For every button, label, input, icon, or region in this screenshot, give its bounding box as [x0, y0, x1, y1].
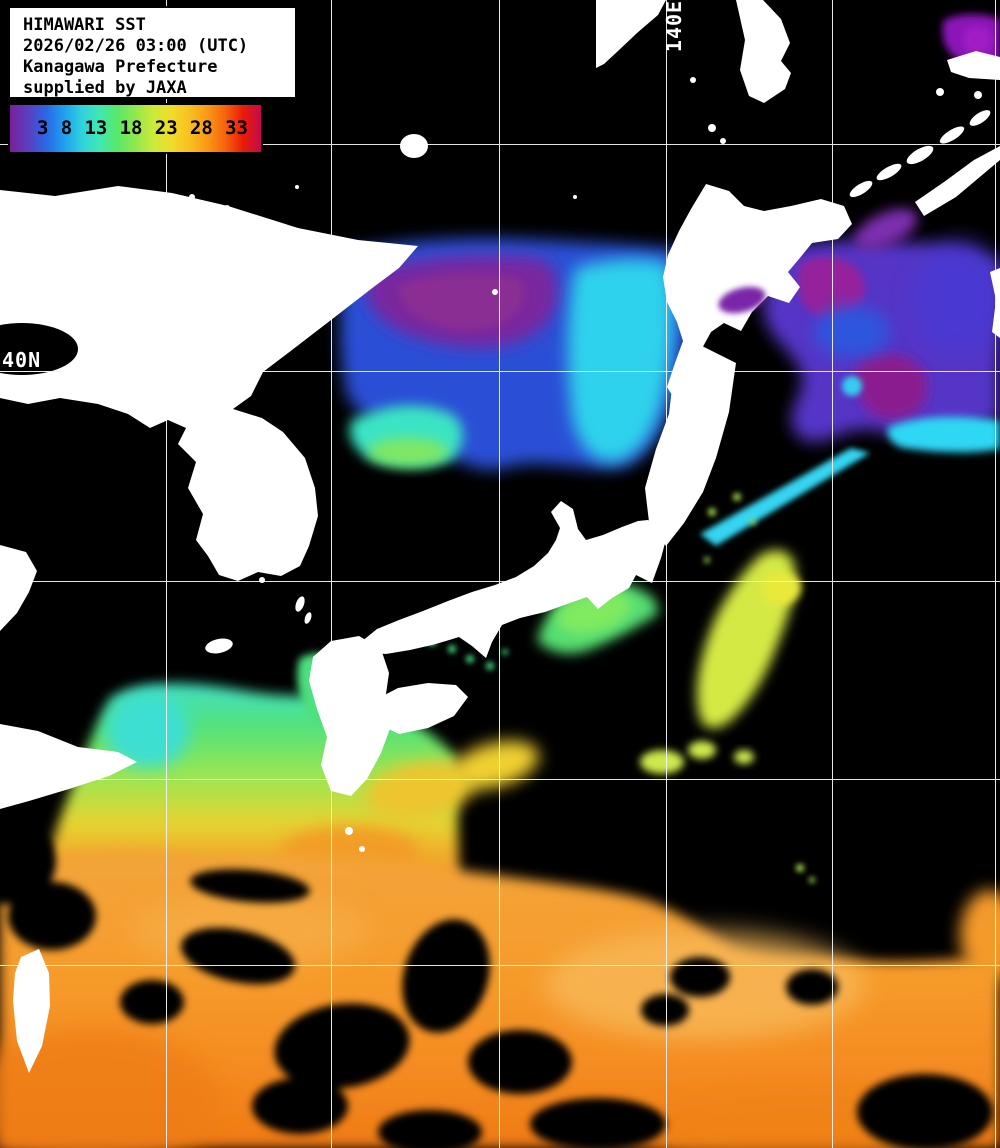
sst-sea-of-japan-cold-mass	[340, 238, 694, 470]
sst-colorbar: 3 8 13 18 23 28 33	[8, 103, 263, 154]
observation-datetime: 2026/02/26 03:00 (UTC)	[23, 36, 249, 56]
colorbar-tick: 3	[37, 117, 49, 139]
sst-yellow-sea-gradient	[42, 636, 539, 900]
provider-name: Kanagawa Prefecture	[23, 57, 218, 77]
colorbar-tick: 28	[189, 117, 213, 139]
product-title: HIMAWARI SST	[23, 15, 146, 35]
longitude-label-140e: 140E	[662, 0, 686, 53]
colorbar-tick: 8	[60, 117, 73, 139]
mainland-no-data-hole	[0, 323, 78, 375]
data-supplier: supplied by JAXA	[23, 78, 187, 98]
title-box: HIMAWARI SST 2026/02/26 03:00 (UTC) Kana…	[8, 6, 297, 99]
colorbar-tick: 23	[154, 117, 178, 139]
sst-southeast-yellow-band	[640, 493, 815, 883]
sst-oyashio-cold-mass	[700, 208, 1000, 546]
sst-volcano-bay-purple	[718, 286, 766, 314]
cloud-mask-blobs	[0, 820, 993, 1148]
colorbar-tick: 33	[225, 117, 248, 139]
colorbar-tick: 13	[84, 117, 108, 139]
colorbar-tick: 18	[119, 117, 143, 139]
latitude-label-40n: 40N	[2, 348, 42, 372]
